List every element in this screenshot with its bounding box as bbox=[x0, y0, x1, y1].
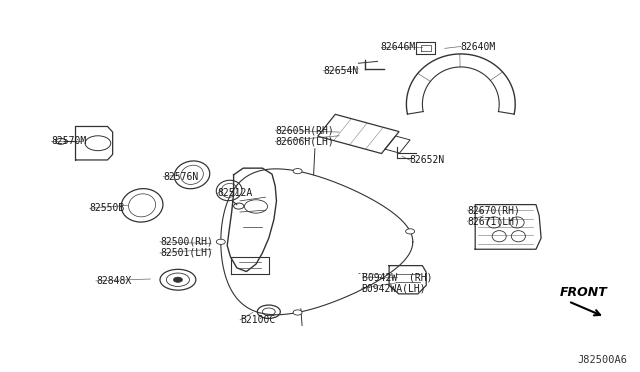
Text: 82501(LH): 82501(LH) bbox=[160, 248, 213, 258]
Text: 82550B: 82550B bbox=[90, 203, 125, 213]
Text: B0942WA(LH): B0942WA(LH) bbox=[362, 283, 426, 293]
Circle shape bbox=[173, 277, 182, 282]
Text: 82500(RH): 82500(RH) bbox=[160, 237, 213, 247]
Text: 82671(LH): 82671(LH) bbox=[467, 217, 520, 226]
Text: 82605H(RH): 82605H(RH) bbox=[275, 125, 334, 135]
Text: 82576N: 82576N bbox=[163, 172, 198, 182]
Circle shape bbox=[216, 239, 225, 244]
Text: 82654N: 82654N bbox=[323, 66, 358, 76]
Text: FRONT: FRONT bbox=[560, 286, 608, 299]
Text: 82570M: 82570M bbox=[51, 137, 86, 146]
Text: 82652N: 82652N bbox=[410, 155, 445, 165]
Circle shape bbox=[293, 169, 302, 174]
Text: 82848X: 82848X bbox=[96, 276, 131, 286]
Text: 82512A: 82512A bbox=[218, 189, 253, 198]
Circle shape bbox=[406, 229, 415, 234]
Text: J82500A6: J82500A6 bbox=[577, 355, 627, 365]
Text: B0942W  (RH): B0942W (RH) bbox=[362, 272, 432, 282]
Text: 82670(RH): 82670(RH) bbox=[467, 205, 520, 215]
Text: 82606H(LH): 82606H(LH) bbox=[275, 137, 334, 146]
Text: 82640M: 82640M bbox=[461, 42, 496, 51]
Circle shape bbox=[293, 310, 302, 315]
Text: B2100C: B2100C bbox=[240, 315, 275, 325]
Text: 82646M: 82646M bbox=[381, 42, 416, 51]
